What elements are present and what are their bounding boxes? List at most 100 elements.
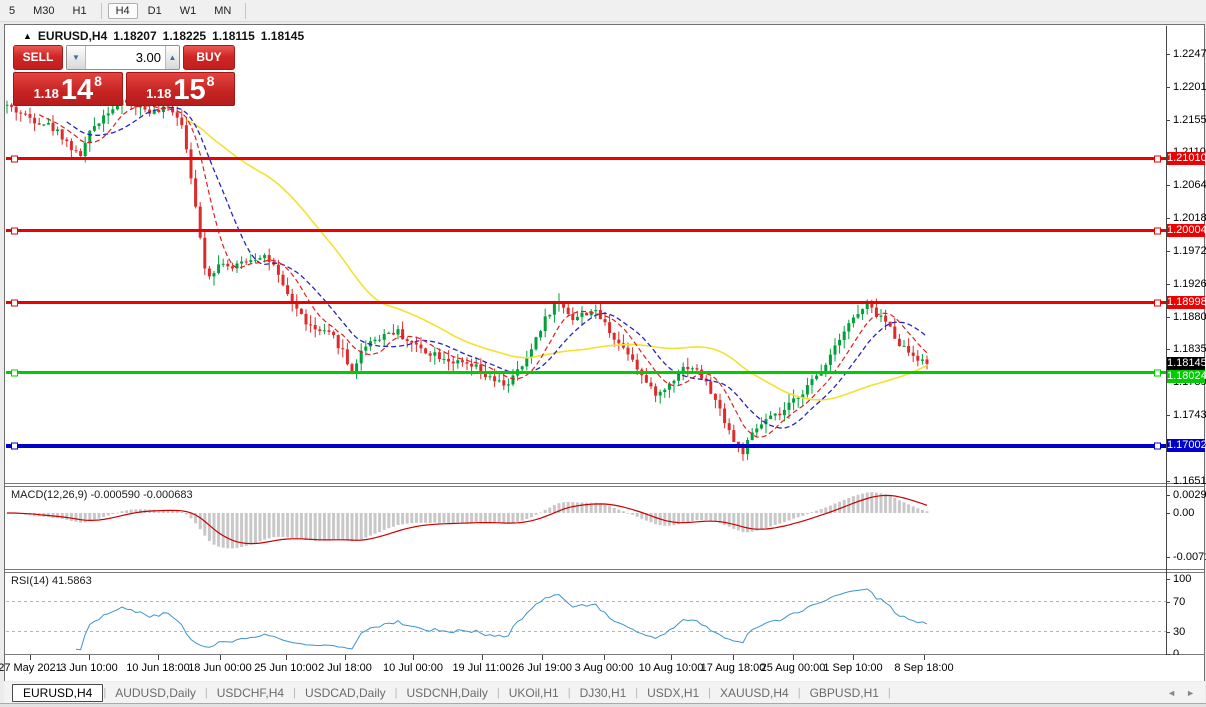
timeframe-button-h1[interactable]: H1 <box>72 4 87 17</box>
time-tick <box>733 655 734 660</box>
chart-close: 1.18145 <box>260 29 305 43</box>
hline-anchor[interactable] <box>11 299 18 307</box>
tab-separator: | <box>887 686 891 699</box>
chart-tab-ukoil-h1[interactable]: UKOil,H1 <box>508 685 559 700</box>
pane-divider[interactable] <box>5 486 1204 487</box>
tab-separator: | <box>394 686 398 699</box>
macd-tick-label: 0.00 <box>1173 507 1195 519</box>
chart-tab-usdchf-h4[interactable]: USDCHF,H4 <box>216 685 285 700</box>
macd-tick <box>1166 513 1170 514</box>
hline-anchor[interactable] <box>11 369 18 376</box>
pane-divider <box>5 654 1204 655</box>
hline-anchor[interactable] <box>1154 155 1161 163</box>
price-tick <box>1166 87 1170 88</box>
rsi-tick <box>1166 654 1170 655</box>
tab-separator: | <box>797 686 801 699</box>
pane-divider[interactable] <box>5 569 1204 570</box>
time-tick <box>220 655 221 660</box>
hline-1.18998[interactable] <box>6 299 1166 307</box>
hline-1.21010[interactable] <box>6 155 1166 163</box>
time-tick-label: 3 Aug 00:00 <box>574 662 634 674</box>
pane-divider[interactable] <box>5 572 1204 573</box>
chart-tab-eurusd-h4[interactable]: EURUSD,H4 <box>12 683 104 702</box>
price-marker-1.18024: 1.18024 <box>1167 370 1206 384</box>
price-tick-label: 1.21550 <box>1173 113 1206 126</box>
tab-separator: | <box>708 686 712 699</box>
rsi-tick-label: 0 <box>1173 648 1180 660</box>
chart-tab-usdx-h1[interactable]: USDX,H1 <box>647 685 700 700</box>
sell-price-box[interactable]: 1.18 14 8 <box>13 72 123 106</box>
hline-anchor[interactable] <box>11 227 18 235</box>
buy-price-main: 15 <box>173 74 206 106</box>
hline-1.17002[interactable] <box>6 442 1166 450</box>
price-marker-1.17002: 1.17002 <box>1167 439 1206 453</box>
rsi-tick <box>1166 601 1170 603</box>
price-tick <box>1166 54 1170 55</box>
chart-tab-dj30-h1[interactable]: DJ30,H1 <box>579 685 627 700</box>
chart-open: 1.18207 <box>113 29 157 43</box>
macd-label: MACD(12,26,9) -0.000590 -0.000683 <box>11 489 193 501</box>
sell-price-pip: 8 <box>94 73 102 89</box>
status-strip <box>0 703 1206 707</box>
pane-divider[interactable] <box>5 483 1204 484</box>
chart-tab-audusd-daily[interactable]: AUDUSD,Daily <box>115 685 196 700</box>
timeframe-button-w1[interactable]: W1 <box>179 4 197 17</box>
chart-tab-bar: EURUSD,H4 | AUDUSD,Daily | USDCHF,H4 | USDCAD,… <box>4 682 1205 703</box>
buy-button[interactable]: BUY <box>183 45 235 70</box>
time-tick <box>482 655 483 660</box>
price-tick <box>1166 284 1170 285</box>
price-tick-label: 1.17430 <box>1173 409 1206 422</box>
time-tick <box>30 655 31 660</box>
price-tick <box>1166 185 1170 187</box>
price-tick <box>1166 251 1170 252</box>
sell-button[interactable]: SELL <box>13 45 63 70</box>
buy-price-box[interactable]: 1.18 15 8 <box>125 72 235 106</box>
volume-increase-button[interactable]: ▲ <box>165 46 179 69</box>
time-tick <box>413 655 414 660</box>
volume-input[interactable] <box>86 46 165 69</box>
tab-scroll-right-icon[interactable]: ► <box>1186 687 1195 698</box>
chart-tab-gbpusd-h1[interactable]: GBPUSD,H1 <box>809 685 879 700</box>
rsi-tick-label: 30 <box>1173 625 1186 638</box>
chart-title: ▲ EURUSD,H4 1.18207 1.18225 1.18115 1.18… <box>23 29 304 43</box>
hline-anchor[interactable] <box>1154 369 1161 376</box>
price-tick <box>1166 481 1170 482</box>
timeframe-button-m30[interactable]: M30 <box>33 4 55 17</box>
time-tick-label: 2 Jul 18:00 <box>318 662 372 674</box>
timeframe-button-h4[interactable]: H4 <box>107 2 138 19</box>
chart-window: ▲ EURUSD,H4 1.18207 1.18225 1.18115 1.18… <box>0 24 1206 681</box>
time-tick-label: 17 Aug 18:00 <box>700 662 766 674</box>
hline-anchor[interactable] <box>1154 299 1161 307</box>
time-tick <box>853 655 854 660</box>
price-tick-label: 1.20180 <box>1173 212 1206 225</box>
timeframe-toolbar: 5 M30 H1 H4 D1 W1 MN <box>0 0 1206 22</box>
hline-anchor[interactable] <box>1154 227 1161 235</box>
one-click-trade-panel: SELL ▼ ▲ BUY 1.18 14 8 1.18 15 8 <box>13 45 235 106</box>
hline-anchor[interactable] <box>11 155 18 163</box>
price-tick-label: 1.18800 <box>1173 310 1206 323</box>
hline-anchor[interactable] <box>1154 442 1161 450</box>
symbol-marker-icon: ▲ <box>23 31 32 41</box>
chart-symbol: EURUSD,H4 <box>37 29 108 43</box>
rsi-indicator-pane[interactable] <box>6 573 1166 654</box>
price-marker-1.18998: 1.18998 <box>1167 296 1206 310</box>
volume-spinner: ▼ ▲ <box>66 45 180 70</box>
hline-1.20004[interactable] <box>6 227 1166 235</box>
timeframe-button-5[interactable]: 5 <box>9 4 16 17</box>
time-tick-label: 8 Sep 18:00 <box>894 662 954 674</box>
timeframe-button-mn[interactable]: MN <box>214 4 232 17</box>
time-tick-label: 26 Jul 19:00 <box>512 662 572 674</box>
chart-tab-xauusd-h4[interactable]: XAUUSD,H4 <box>720 685 789 700</box>
hline-anchor[interactable] <box>11 442 18 450</box>
time-tick <box>158 655 159 660</box>
timeframe-button-d1[interactable]: D1 <box>147 4 162 17</box>
chart-tab-usdcnh-daily[interactable]: USDCNH,Daily <box>406 685 488 700</box>
tab-scroll-left-icon[interactable]: ◄ <box>1167 687 1177 698</box>
macd-tick-label: 0.002947 <box>1173 489 1206 501</box>
hline-1.18024[interactable] <box>6 369 1166 376</box>
chart-tab-usdcad-daily[interactable]: USDCAD,Daily <box>304 685 386 700</box>
time-axis[interactable]: 27 May 2021 3 Jun 10:00 10 Jun 18:00 18 Jun… <box>0 655 1204 681</box>
volume-decrease-button[interactable]: ▼ <box>67 46 86 69</box>
macd-indicator-pane[interactable] <box>6 487 1166 568</box>
